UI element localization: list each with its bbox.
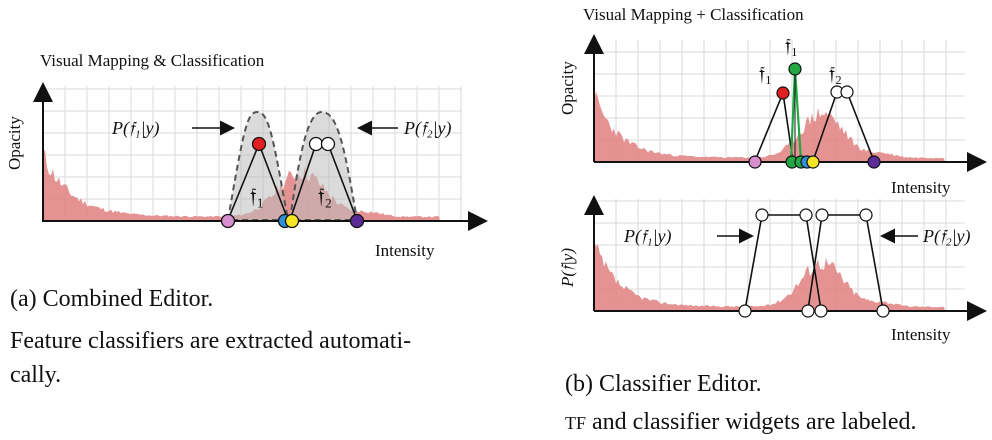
classifier-widget-f2[interactable] bbox=[807, 214, 884, 311]
panel-a: Visual Mapping & Classification Opacity … bbox=[5, 51, 488, 260]
caption-a: (a) Combined Editor. bbox=[10, 286, 214, 312]
classifier-node[interactable] bbox=[876, 304, 890, 318]
description-a-line2: cally. bbox=[10, 362, 62, 388]
x-axis-label-b-top: Intensity bbox=[891, 178, 951, 197]
control-point-pink[interactable] bbox=[220, 213, 236, 229]
control-point-green-b[interactable] bbox=[788, 62, 802, 76]
control-point-pink-b[interactable] bbox=[748, 155, 762, 169]
control-point-white-b[interactable] bbox=[840, 85, 854, 99]
classifier-f2-shape[interactable] bbox=[288, 110, 359, 221]
annotation-f1-b: P(𝔣₁|y) bbox=[623, 226, 672, 247]
control-point-white[interactable] bbox=[308, 136, 324, 152]
classifier-node[interactable] bbox=[755, 208, 769, 222]
classifier-node[interactable] bbox=[799, 208, 813, 222]
control-point-yellow-b[interactable] bbox=[806, 155, 820, 169]
description-b-prefix: TF bbox=[565, 413, 587, 433]
x-axis-label-b-bottom: Intensity bbox=[891, 325, 951, 344]
histogram-b-bottom bbox=[594, 240, 945, 311]
widget-f2-label-a: 𝔣₂ bbox=[318, 183, 332, 208]
widget-f1-label-b: 𝔣₁ bbox=[759, 63, 772, 85]
annotation-f1-a: P(𝔣₁|y) bbox=[111, 118, 160, 139]
description-a-line1: Feature classifiers are extracted automa… bbox=[10, 328, 412, 354]
control-point-purple[interactable] bbox=[349, 213, 365, 229]
description-b-rest: and classifier widgets are labeled. bbox=[586, 409, 917, 435]
widget-f1-label-a: 𝔣₁ bbox=[250, 183, 264, 208]
description-b: TF and classifier widgets are labeled. bbox=[565, 405, 917, 440]
annotation-f2-a: P(𝔣₂|y) bbox=[403, 118, 452, 139]
classifier-node[interactable] bbox=[814, 304, 828, 318]
control-point-yellow[interactable] bbox=[284, 213, 300, 229]
classifier-node[interactable] bbox=[815, 208, 829, 222]
x-axis-label-a: Intensity bbox=[375, 241, 435, 260]
histogram-b-top bbox=[594, 91, 945, 162]
panel-b-title: Visual Mapping + Classification bbox=[583, 5, 804, 24]
classifier-node[interactable] bbox=[859, 208, 873, 222]
panel-a-title: Visual Mapping & Classification bbox=[40, 51, 265, 70]
control-point-red-b[interactable] bbox=[776, 86, 790, 100]
control-point-purple-b[interactable] bbox=[867, 155, 881, 169]
classifier-node[interactable] bbox=[738, 304, 752, 318]
control-point-white[interactable] bbox=[320, 136, 336, 152]
panel-b-top: Visual Mapping + Classification Opacity … bbox=[558, 5, 987, 197]
classifier-widget-f1[interactable] bbox=[744, 214, 822, 311]
panel-b-bottom: P(𝔣|y) Intensity P(𝔣₁|y) P(𝔣₂|y) bbox=[558, 195, 987, 344]
classifier-node[interactable] bbox=[801, 304, 815, 318]
control-point-red[interactable] bbox=[251, 136, 267, 152]
grid-b-bottom bbox=[593, 199, 965, 312]
y-axis-label-b-bottom: P(𝔣|y) bbox=[558, 248, 577, 288]
y-axis-label-b-top: Opacity bbox=[558, 61, 577, 115]
annotation-f2-b: P(𝔣₂|y) bbox=[922, 226, 971, 247]
widget-f1-top-label-b: 𝔣₁ bbox=[785, 35, 798, 57]
caption-b: (b) Classifier Editor. bbox=[565, 371, 762, 397]
y-axis-label-a: Opacity bbox=[5, 116, 24, 170]
widget-f2-label-b: 𝔣₂ bbox=[829, 63, 842, 85]
classifier-f1-shape[interactable] bbox=[226, 110, 290, 221]
